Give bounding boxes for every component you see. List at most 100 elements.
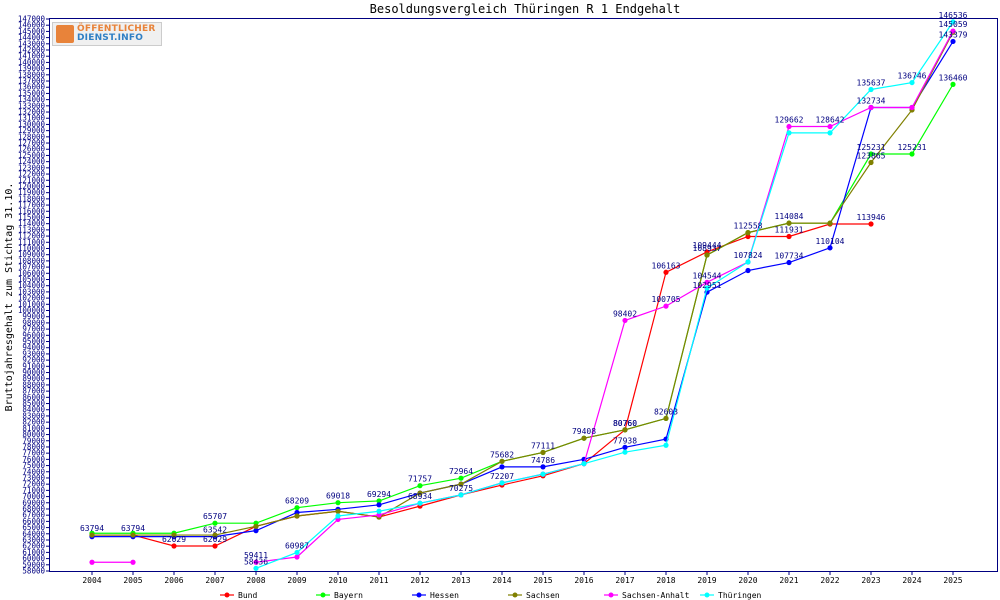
data-label: 72207: [490, 472, 514, 481]
legend-swatch-point: [704, 592, 710, 598]
data-label: 114084: [775, 212, 804, 221]
data-label: 69294: [367, 490, 391, 499]
data-label: 146536: [939, 11, 968, 20]
data-point: [745, 230, 751, 236]
series-th-ringen: [253, 19, 956, 571]
data-point: [868, 151, 874, 157]
data-label: 135637: [857, 78, 886, 87]
y-tick-label: 121000: [18, 176, 46, 185]
data-point: [335, 500, 341, 506]
data-label: 71757: [408, 475, 432, 484]
y-tick-label: 72000: [22, 480, 45, 489]
data-point: [499, 458, 505, 464]
data-label: 145059: [939, 20, 968, 29]
data-label: 77111: [531, 441, 555, 450]
data-label: 80760: [613, 419, 637, 428]
data-label: 70275: [449, 484, 473, 493]
y-tick-label: 64000: [22, 529, 45, 538]
x-tick-label: 2015: [533, 576, 552, 585]
data-point: [581, 461, 587, 467]
data-label: 102951: [693, 281, 722, 290]
legend-swatch-point: [320, 592, 326, 598]
y-tick-label: 102000: [18, 294, 46, 303]
y-tick-label: 136000: [18, 83, 46, 92]
data-point: [745, 259, 751, 265]
data-point: [458, 481, 464, 487]
data-point: [458, 492, 464, 498]
data-point: [417, 490, 423, 496]
x-tick-label: 2014: [492, 576, 511, 585]
y-tick-label: 133000: [18, 101, 46, 110]
data-point: [786, 123, 792, 130]
data-point: [212, 532, 218, 538]
data-label: 59411: [244, 551, 268, 560]
y-tick-label: 67000: [22, 511, 45, 520]
x-tick-label: 2012: [410, 576, 429, 585]
legend-label: Bund: [238, 591, 257, 600]
y-tick-label: 124000: [18, 157, 46, 166]
y-tick-label: 63000: [22, 535, 45, 544]
x-axis-ticks: 2004 2005 2006 2007 2008 2009 2010 2011 2012 2013…: [82, 571, 963, 585]
y-tick-label: 131000: [18, 114, 46, 123]
y-axis-label: Bruttojahresgehalt zum Stichtag 31.10.: [4, 183, 15, 412]
data-label: 62029: [162, 535, 186, 544]
x-tick-label: 2025: [943, 576, 962, 585]
data-label: 108937: [693, 244, 722, 253]
y-tick-label: 97000: [22, 325, 45, 334]
x-tick-label: 2023: [861, 576, 880, 585]
y-tick-label: 78000: [22, 442, 45, 451]
y-tick-label: 118000: [18, 194, 46, 203]
x-tick-label: 2018: [656, 576, 675, 585]
y-tick-label: 99000: [22, 312, 45, 321]
data-point: [704, 285, 710, 291]
data-label: 129662: [775, 116, 804, 125]
data-label: 107824: [734, 251, 763, 260]
y-tick-label: 108000: [18, 256, 46, 265]
data-label: 68934: [408, 492, 432, 501]
y-tick-label: 81000: [22, 424, 45, 433]
x-tick-label: 2007: [205, 576, 224, 585]
series-line: [92, 31, 954, 536]
y-tick-label: 139000: [18, 64, 46, 73]
y-tick-label: 62000: [22, 542, 45, 551]
y-tick-label: 144000: [18, 33, 46, 42]
data-point: [909, 151, 915, 157]
y-tick-label: 85000: [22, 399, 45, 408]
y-tick-label: 95000: [22, 337, 45, 346]
data-point: [253, 565, 259, 571]
y-tick-label: 96000: [22, 331, 45, 340]
series-line: [92, 41, 954, 538]
data-point: [786, 233, 792, 240]
y-tick-label: 86000: [22, 393, 45, 402]
y-tick-label: 138000: [18, 70, 46, 79]
y-tick-label: 115000: [18, 213, 46, 222]
y-tick-label: 88000: [22, 380, 45, 389]
data-point: [704, 279, 710, 285]
data-point: [909, 104, 915, 111]
y-tick-label: 107000: [18, 263, 46, 272]
data-label: 58436: [244, 557, 268, 566]
data-point: [458, 475, 464, 481]
y-tick-label: 80000: [22, 430, 45, 439]
y-tick-label: 92000: [22, 356, 45, 365]
data-point: [663, 269, 669, 275]
legend-label: Sachsen-Anhalt: [622, 591, 690, 600]
data-point: [212, 520, 218, 526]
y-tick-label: 90000: [22, 368, 45, 377]
data-point: [950, 28, 956, 34]
data-label: 107734: [775, 252, 804, 261]
y-tick-label: 117000: [18, 201, 46, 210]
x-tick-label: 2021: [779, 576, 798, 585]
y-tick-label: 111000: [18, 238, 46, 247]
data-point: [704, 252, 710, 258]
data-point: [294, 554, 300, 560]
data-point: [499, 464, 505, 470]
legend-swatch-point: [608, 592, 614, 598]
data-point: [294, 505, 300, 511]
data-label: 106163: [652, 261, 681, 270]
legend-item: Thüringen: [700, 591, 762, 600]
data-point: [171, 543, 177, 549]
y-tick-label: 101000: [18, 300, 46, 309]
data-point: [540, 471, 546, 477]
